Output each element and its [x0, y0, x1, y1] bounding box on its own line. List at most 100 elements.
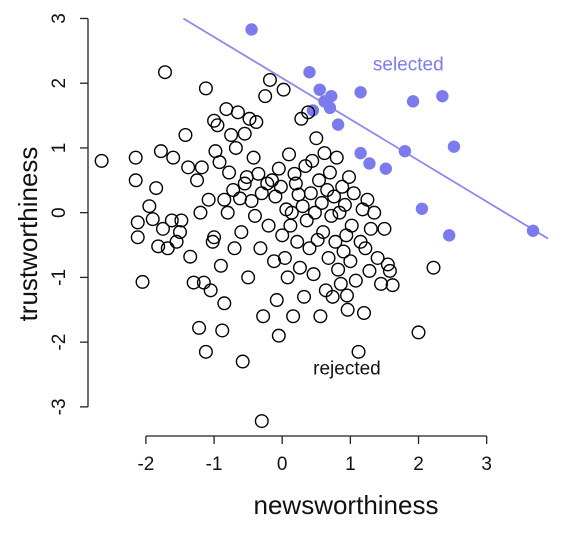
rejected-point [344, 218, 359, 233]
selected-point [436, 89, 449, 103]
selected-point [303, 66, 316, 79]
selected-point [354, 86, 367, 99]
rejected-point [277, 250, 292, 265]
rejected-point [336, 244, 351, 259]
rejected-point [339, 288, 354, 303]
rejected-point [303, 186, 318, 201]
rejected-point [164, 213, 179, 228]
selected-point [379, 162, 393, 175]
rejected-point [190, 173, 205, 188]
rejected-point [305, 153, 320, 168]
rejected-point [314, 195, 329, 210]
rejected-point [235, 354, 250, 369]
y-tick-labels: -3 -2 -1 0 1 2 3 [49, 13, 70, 415]
rejected-point [262, 72, 277, 87]
rejected-point [198, 81, 213, 96]
rejected-point [192, 320, 207, 335]
rejected-point [411, 325, 426, 340]
rejected-point [283, 218, 298, 233]
rejected-point [269, 293, 284, 308]
rejected-point [149, 181, 164, 196]
rejected-point [306, 267, 321, 282]
x-axis-title: newsworthiness [254, 490, 439, 520]
y-tick-label: -3 [49, 398, 70, 415]
axes [80, 17, 488, 444]
selected-annotation: selected [373, 54, 444, 75]
rejected-point [351, 344, 366, 359]
x-tick-label: 3 [481, 454, 492, 475]
selected-point [306, 104, 320, 117]
y-tick-label: 1 [49, 143, 70, 154]
rejected-point [254, 186, 269, 201]
rejected-point [282, 147, 297, 162]
rejected-point [273, 179, 288, 194]
rejected-point [142, 199, 157, 214]
rejected-point [374, 276, 389, 291]
rejected-point [321, 250, 336, 265]
rejected-point [286, 309, 301, 324]
rejected-point [203, 283, 218, 298]
x-tick-label: -2 [137, 454, 154, 475]
rejected-point [385, 278, 400, 293]
rejected-point [130, 230, 145, 245]
rejected-point [194, 160, 209, 175]
rejected-point [261, 218, 276, 233]
rejected-point [377, 221, 392, 236]
rejected-point [178, 127, 193, 142]
rejected-point [217, 192, 232, 207]
rejected-point [224, 127, 239, 142]
rejected-point [382, 263, 397, 278]
rejected-point [276, 82, 291, 97]
rejected-point [362, 263, 377, 278]
rejected-point [317, 146, 332, 161]
rejected-point [348, 273, 363, 288]
rejected-point [335, 179, 350, 194]
rejected-point [301, 105, 316, 120]
rejected-point [256, 309, 271, 324]
rejected-point [242, 111, 257, 126]
rejected-point [169, 234, 184, 249]
rejected-point [339, 228, 354, 243]
rejected-point [287, 166, 302, 181]
rejected-point [226, 183, 241, 198]
rejected-point [271, 328, 286, 343]
x-tick-label: 2 [413, 454, 424, 475]
rejected-point [275, 228, 290, 243]
rejected-point [268, 189, 283, 204]
rejected-point [181, 160, 196, 175]
rejected-point [426, 260, 441, 275]
rejected-point [241, 270, 256, 285]
rejected-point [207, 113, 222, 128]
rejected-point [128, 150, 143, 165]
rejected-point [355, 202, 370, 217]
rejected-point [292, 260, 307, 275]
y-axis-title: trustworthiness [13, 147, 43, 322]
rejected-point [299, 213, 314, 228]
rejected-point [172, 225, 187, 240]
x-tick-labels: -2 -1 0 1 2 3 [137, 454, 491, 475]
rejected-point [207, 230, 222, 245]
rejected-point [247, 208, 262, 223]
rejected-point [327, 189, 342, 204]
selected-point [354, 146, 367, 160]
rejected-point [340, 302, 355, 317]
rejected-point [271, 161, 286, 176]
selected-point [442, 229, 456, 242]
selected-point [325, 89, 338, 103]
rejected-point [288, 176, 303, 191]
rejected-point [151, 239, 166, 254]
rejected-point [145, 212, 160, 227]
y-tick-label: -2 [49, 334, 70, 351]
rejected-point [135, 274, 150, 289]
rejected-point [325, 289, 340, 304]
selection-boundary-line [182, 17, 549, 240]
rejected-annotation: rejected [313, 359, 381, 380]
selected-point [363, 157, 376, 170]
rejected-point [313, 309, 328, 324]
y-tick-label: -1 [49, 269, 70, 286]
rejected-point [253, 241, 268, 256]
rejected-point [128, 173, 143, 188]
rejected-point [324, 208, 339, 223]
rejected-point [219, 102, 234, 117]
